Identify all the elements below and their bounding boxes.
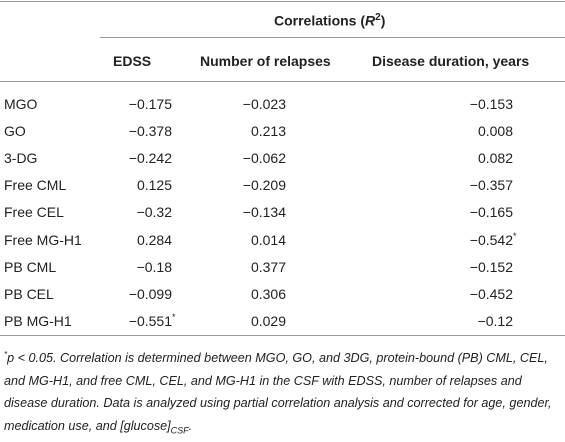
cell: −0.152 xyxy=(469,258,513,275)
text: Correlations ( xyxy=(274,12,366,29)
rule xyxy=(100,37,565,38)
cell: −0.062 xyxy=(242,150,286,167)
cell: −0.32 xyxy=(136,204,172,221)
cell: 0.213 xyxy=(250,123,286,140)
text: 2 xyxy=(375,12,381,23)
cell: −0.242 xyxy=(128,150,172,167)
footnote: *p < 0.05. Correlation is determined bet… xyxy=(4,344,562,442)
column-header: EDSS xyxy=(113,53,152,69)
row-label: MGO xyxy=(4,96,38,112)
cell: −0.153 xyxy=(469,96,513,112)
text: ) xyxy=(380,12,386,29)
cell: 0.029 xyxy=(250,312,286,329)
row-label: Free CEL xyxy=(4,204,64,221)
cell: 0.125 xyxy=(136,177,172,194)
cell: −0.023 xyxy=(242,96,286,112)
cell: 0.082 xyxy=(477,150,513,167)
cell: 0.014 xyxy=(250,231,286,248)
rule xyxy=(0,81,565,82)
note-marker: * xyxy=(172,311,176,322)
cell: −0.12 xyxy=(477,312,513,329)
cell: −0.542 * xyxy=(470,231,517,249)
cell: 0.377 xyxy=(250,258,286,275)
cell: 0.306 xyxy=(250,285,286,302)
cell: −0.209 xyxy=(242,177,286,194)
cell: −0.165 xyxy=(469,204,513,221)
group-header: Correlations (R2) xyxy=(274,9,385,30)
rule xyxy=(0,335,565,336)
text: . xyxy=(188,418,193,433)
text: CSF xyxy=(170,425,189,436)
cell: −0.18 xyxy=(136,258,172,275)
row-label: PB CML xyxy=(4,258,57,275)
cell: −0.551 * xyxy=(129,312,176,330)
text: * xyxy=(4,350,8,359)
text: R xyxy=(365,12,376,29)
row-label: Free CML xyxy=(4,177,67,194)
rule xyxy=(0,1,565,2)
row-label: Free MG-H1 xyxy=(4,231,82,248)
row-label: 3-DG xyxy=(4,150,38,167)
row-label: GO xyxy=(4,123,26,140)
cell: −0.175 xyxy=(128,96,172,112)
cell: −0.357 xyxy=(469,177,513,194)
cell: −0.099 xyxy=(128,285,172,302)
cell: −0.378 xyxy=(128,123,172,140)
cell: −0.452 xyxy=(469,285,513,302)
row-label: PB MG-H1 xyxy=(4,312,72,329)
cell: 0.284 xyxy=(136,231,172,248)
row-label: PB CEL xyxy=(4,285,54,302)
column-header: Number of relapses xyxy=(200,53,331,69)
cell: 0.008 xyxy=(477,123,513,140)
column-header: Disease duration, years xyxy=(372,53,530,69)
note-marker: * xyxy=(513,230,517,241)
cell: −0.134 xyxy=(242,204,286,221)
text: p < 0.05. Correlation is determined betw… xyxy=(4,351,552,433)
